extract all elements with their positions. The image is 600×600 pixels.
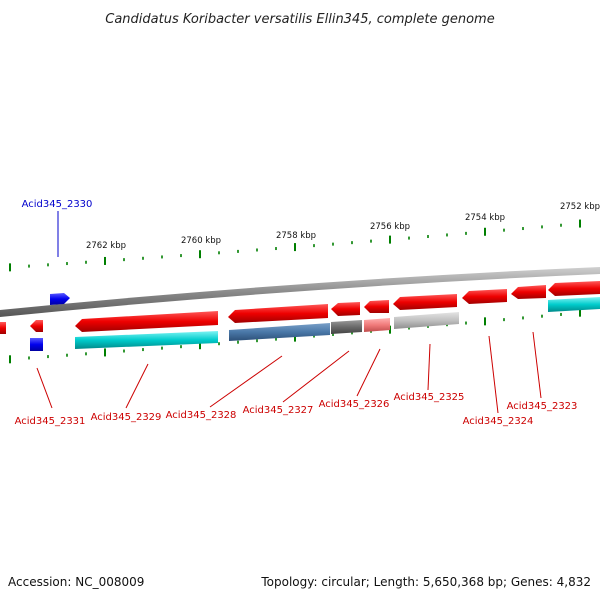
cds-right-edge[interactable] <box>548 297 600 312</box>
cds-acid345-2325[interactable] <box>394 312 459 329</box>
scale-label-2756: 2756 kbp <box>370 222 410 232</box>
gene-label-acid345-2323[interactable]: Acid345_2323 <box>507 401 578 412</box>
scale-label-2760: 2760 kbp <box>181 236 221 246</box>
leader-acid345-2329 <box>125 363 149 409</box>
leader-acid345-2326 <box>356 348 381 397</box>
leader-acid345-2331 <box>36 367 53 409</box>
gene-right-edge[interactable] <box>548 281 600 296</box>
leader-acid345-2325 <box>427 343 431 391</box>
topology-text: Topology: circular; Length: 5,650,368 bp… <box>260 575 591 589</box>
gene-label-acid345-2327[interactable]: Acid345_2327 <box>243 405 314 416</box>
gene-label-acid345-2331[interactable]: Acid345_2331 <box>15 416 86 427</box>
scale-label-2762: 2762 kbp <box>86 241 126 251</box>
gene-label-acid345-2326[interactable]: Acid345_2326 <box>319 399 390 410</box>
scale-label-2752: 2752 kbp <box>560 202 600 212</box>
scale-label-2758: 2758 kbp <box>276 231 316 241</box>
gene-acid345-2324[interactable] <box>462 289 507 304</box>
gene-label-acid345-2328[interactable]: Acid345_2328 <box>166 410 237 421</box>
cds-acid345-2326[interactable] <box>364 318 390 332</box>
gene-small-reverse[interactable] <box>30 320 43 332</box>
leader-acid345-2327 <box>282 350 350 403</box>
leader-acid345-2328 <box>209 355 283 408</box>
gene-acid345-2325[interactable] <box>393 294 457 310</box>
gene-acid345-2323[interactable] <box>511 285 546 299</box>
gene-acid345-2326[interactable] <box>364 300 389 313</box>
gene-acid345-2330[interactable] <box>50 293 70 305</box>
gene-acid345-2331[interactable] <box>0 322 6 334</box>
gene-label-acid345-2330[interactable]: Acid345_2330 <box>22 199 93 210</box>
gene-acid345-2329[interactable] <box>75 311 218 332</box>
gene-acid345-2328[interactable] <box>228 304 328 323</box>
gene-acid345-2327[interactable] <box>331 302 360 316</box>
genome-title: Candidatus Koribacter versatilis Ellin34… <box>105 12 494 27</box>
scale-ticks-outer <box>9 219 581 272</box>
cds-blue-small[interactable] <box>30 338 43 351</box>
gene-label-acid345-2325[interactable]: Acid345_2325 <box>394 392 465 403</box>
genome-backbone <box>0 267 600 317</box>
accession-text: Accession: NC_008009 <box>8 575 144 589</box>
leader-acid345-2323 <box>532 331 542 399</box>
gene-label-acid345-2324[interactable]: Acid345_2324 <box>463 416 534 427</box>
scale-label-2754: 2754 kbp <box>465 213 505 223</box>
cds-acid345-2329[interactable] <box>75 331 218 349</box>
cds-acid345-2327[interactable] <box>331 320 362 334</box>
leader-acid345-2324 <box>488 335 499 414</box>
cds-acid345-2328[interactable] <box>229 323 330 341</box>
gene-label-acid345-2329[interactable]: Acid345_2329 <box>91 412 162 423</box>
